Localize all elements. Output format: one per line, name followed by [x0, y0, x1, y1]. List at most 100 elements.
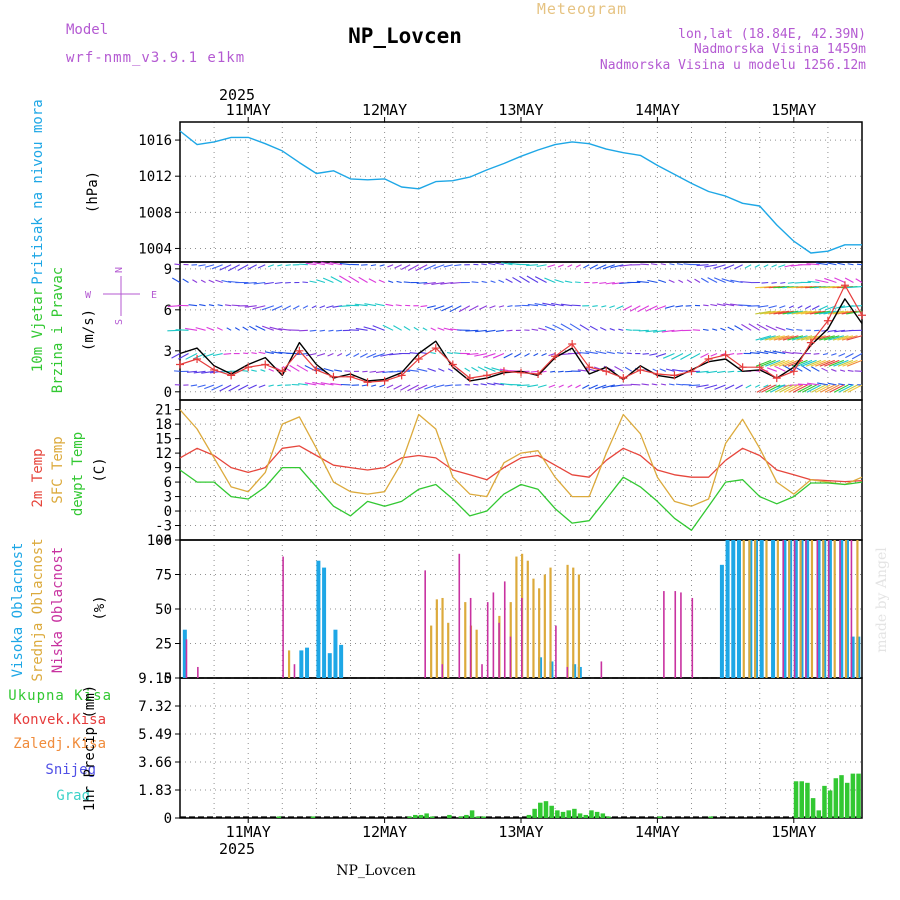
wind-arrow — [400, 384, 411, 391]
wind-arrow — [745, 384, 752, 389]
wind-arrow — [447, 368, 454, 372]
wind-arrow — [437, 327, 445, 331]
wind-arrow-strong — [805, 335, 822, 341]
wind-arrow — [832, 305, 846, 310]
wind-arrow — [671, 353, 684, 360]
wind-arrow — [856, 263, 863, 266]
wind-arrow — [614, 365, 624, 372]
precip-bar — [418, 814, 424, 818]
wind-arrow — [815, 279, 829, 284]
wind-arrow-strong — [837, 335, 854, 341]
wind-arrow — [757, 305, 769, 308]
wind-arrow — [700, 277, 709, 283]
cloud-bar-mid — [475, 629, 478, 678]
wind-arrow — [826, 262, 837, 266]
wind-arrow — [400, 264, 411, 270]
cloud-bar-high — [736, 540, 741, 678]
wind-arrow — [366, 353, 377, 359]
wind-arrow — [754, 264, 760, 268]
cloud-bar-mid — [441, 597, 444, 678]
wind-arrow-strong — [782, 335, 799, 341]
credit-text: made by Angel — [874, 547, 890, 653]
precip-bar — [475, 816, 481, 818]
wind-arrow — [824, 277, 837, 284]
wind-arrow-strong — [827, 310, 844, 315]
wind-arrow — [427, 367, 436, 372]
wind-arrow — [316, 353, 326, 357]
wind-arrow — [267, 264, 274, 268]
cloud-bar-mid — [464, 602, 467, 678]
ytick-label: 15 — [155, 432, 172, 448]
wind-arrow — [438, 368, 445, 372]
cloud-bar-high — [316, 560, 321, 678]
wind-arrow — [211, 384, 223, 391]
precip-bar — [708, 816, 714, 818]
pressure-label: Pritisak na nivou mora — [30, 99, 46, 284]
wind-arrow — [659, 368, 667, 372]
wind-arrow — [444, 384, 453, 387]
precip-frz-label: Zaledj.Kisa — [13, 736, 106, 752]
wind-arrow — [807, 280, 820, 284]
gust-marker — [414, 355, 423, 364]
gust-marker — [534, 370, 543, 379]
gust-marker — [687, 367, 696, 376]
cloud-bar-mid — [566, 564, 569, 678]
wind-arrow — [547, 264, 556, 268]
cloud-bar-high — [327, 653, 332, 678]
wind-arrow — [710, 303, 718, 307]
wind-arrow — [393, 325, 402, 331]
wind-arrow — [420, 305, 428, 308]
wind-arrow — [806, 382, 820, 386]
wind-arrow — [258, 384, 266, 388]
wind-arrow — [464, 367, 471, 372]
wind-arrow — [422, 327, 428, 331]
wind-arrow — [775, 326, 786, 331]
wind-arrow — [537, 384, 547, 388]
temp-line-dewpt — [179, 466, 863, 531]
wind-arrow — [172, 277, 181, 283]
wind-arrow — [599, 327, 607, 331]
precip-bar — [532, 808, 537, 818]
wind-arrow — [817, 382, 829, 386]
wind-arrow — [244, 305, 257, 308]
wind-arrow — [640, 263, 649, 266]
wind-arrow — [339, 275, 351, 283]
wind-arrow — [316, 279, 326, 284]
wind-arrow — [797, 383, 811, 386]
cloud-bar-high — [719, 564, 724, 678]
wind-arrow — [616, 305, 624, 310]
wind-arrow — [610, 264, 624, 269]
wind-arrow — [212, 353, 223, 357]
wind-arrow — [512, 276, 522, 283]
wind-arrow — [761, 281, 769, 284]
cloud-bar-low — [486, 602, 489, 678]
precip-bar — [481, 816, 486, 818]
wind-arrow-strong — [797, 384, 813, 393]
wind-arrow — [238, 384, 249, 391]
wind-arrow — [567, 384, 573, 388]
wind-arrow — [792, 352, 803, 355]
wind-arrow — [255, 325, 266, 331]
wind-arrow — [380, 353, 394, 357]
model-name: wrf-nmm_v3.9.1 e1km — [66, 50, 245, 66]
wind-arrow — [211, 264, 223, 270]
wind-arrow — [658, 279, 667, 284]
precip-conv-label: Konvek.Kisa — [13, 712, 106, 728]
wind-arrow-strong — [838, 384, 854, 393]
wind-arrow — [700, 353, 709, 359]
wind-arrow — [260, 369, 266, 372]
wind-arrow — [374, 303, 385, 307]
wind-arrow — [735, 384, 743, 390]
wind-arrow — [734, 325, 743, 331]
wind-arrow — [602, 264, 615, 270]
wind-arrow — [588, 384, 598, 390]
wind-arrow — [247, 264, 257, 270]
wind-arrow — [465, 329, 479, 332]
wind-arrow — [847, 369, 854, 372]
wind-arrow — [361, 384, 368, 387]
ytick-label: 12 — [155, 446, 172, 462]
wind-arrow — [721, 278, 735, 284]
wind-arrow-strong — [777, 310, 794, 315]
wind-arrow — [355, 327, 368, 331]
top-day-labels: 11MAY12MAY13MAY14MAY15MAY16MAY — [226, 101, 816, 122]
